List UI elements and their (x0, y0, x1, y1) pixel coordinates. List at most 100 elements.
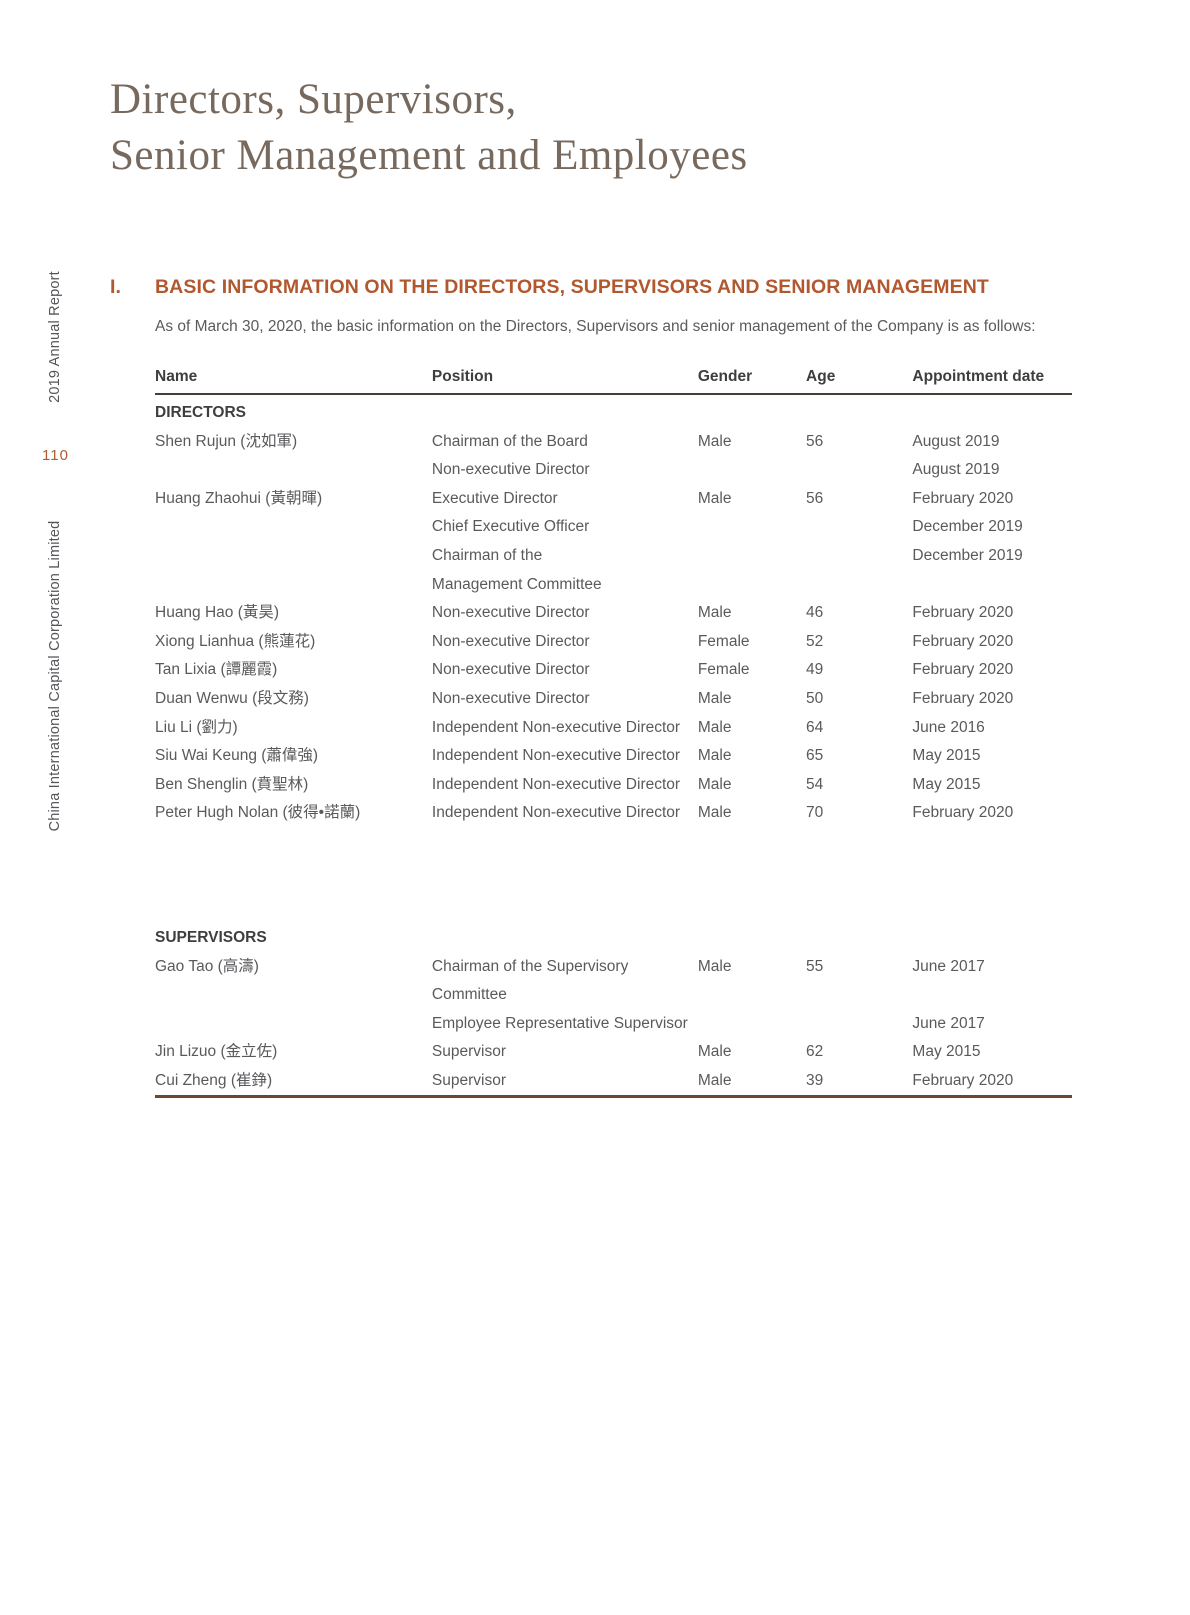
column-header-position: Position (431, 368, 698, 395)
cell-gender: Male (697, 804, 732, 822)
cell-age: 49 (806, 661, 824, 679)
cell-date (912, 981, 1072, 1010)
cell-gender (698, 456, 806, 485)
cell-gender: Male (697, 689, 732, 707)
cell-name (155, 981, 432, 1010)
cell-age (806, 456, 912, 485)
cell-name: Siu Wai Keung (蕭偉強) (155, 747, 319, 765)
cell-gender: Male (697, 604, 732, 622)
cell-age: 65 (806, 747, 824, 765)
cell-date: June 2017 (912, 957, 985, 975)
cell-gender (698, 1010, 806, 1039)
table-row: Siu Wai Keung (蕭偉強) Independent Non-execu… (155, 742, 1072, 771)
cell-name (155, 513, 432, 542)
cell-age: 50 (806, 689, 824, 707)
cell-gender: Male (697, 747, 732, 765)
cell-gender: Male (697, 489, 732, 507)
cell-position: Non-executive Director (431, 661, 590, 679)
cell-position: Independent Non-executive Director (431, 718, 681, 736)
cell-name: Peter Hugh Nolan (彼得•諾蘭) (155, 804, 361, 822)
page-title: Directors, Supervisors, Senior Managemen… (110, 72, 748, 184)
table-row: Gao Tao (高濤) Chairman of the Supervisory M… (155, 953, 1072, 982)
cell-gender (698, 542, 806, 571)
cell-gender: Male (697, 957, 732, 975)
cell-gender: Male (697, 718, 732, 736)
sidebar-annual-report-label: 2019 Annual Report (47, 271, 63, 403)
table-row: Committee (155, 981, 1072, 1010)
cell-date: August 2019 (912, 432, 1000, 450)
cell-gender: Male (697, 432, 732, 450)
cell-age (806, 1010, 912, 1039)
table-row: Jin Lizuo (金立佐) Supervisor Male 62 May 2015 (155, 1038, 1072, 1067)
cell-date: December 2019 (912, 546, 1023, 564)
cell-name: Huang Hao (黃昊) (155, 604, 280, 622)
cell-name: Shen Rujun (沈如軍) (155, 432, 298, 450)
table-row: Non-executive Director August 2019 (155, 456, 1072, 485)
cell-gender: Male (697, 1071, 732, 1089)
cell-name: Jin Lizuo (金立佐) (155, 1043, 278, 1061)
table-row: Peter Hugh Nolan (彼得•諾蘭) Independent Non-… (155, 799, 1072, 828)
cell-age: 62 (806, 1043, 824, 1061)
cell-name (155, 1010, 432, 1039)
page-number: 110 (42, 447, 69, 464)
cell-date: June 2016 (912, 718, 985, 736)
cell-age: 39 (806, 1071, 824, 1089)
cell-gender: Male (697, 775, 732, 793)
cell-age: 52 (806, 632, 824, 650)
cell-name: Liu Li (劉力) (155, 718, 238, 736)
cell-name (155, 571, 432, 600)
table-row: Chief Executive Officer December 2019 (155, 513, 1072, 542)
intro-paragraph: As of March 30, 2020, the basic informat… (155, 318, 1036, 335)
cell-position: Chief Executive Officer (431, 518, 590, 536)
cell-age: 56 (806, 432, 824, 450)
cell-position: Non-executive Director (431, 689, 590, 707)
table-row: Shen Rujun (沈如軍) Chairman of the Board Mal… (155, 428, 1072, 457)
column-header-gender: Gender (697, 368, 807, 395)
cell-gender: Female (697, 632, 750, 650)
cell-name (155, 456, 432, 485)
cell-gender (698, 571, 806, 600)
cell-position: Employee Representative Supervisor (431, 1014, 688, 1032)
cell-date: June 2017 (912, 1014, 985, 1032)
table-row: Ben Shenglin (賁聖林) Independent Non-execut… (155, 771, 1072, 800)
cell-position: Independent Non-executive Director (431, 775, 681, 793)
cell-date: May 2015 (912, 1043, 981, 1061)
cell-date: February 2020 (912, 689, 1014, 707)
cell-position: Chairman of the Supervisory (431, 957, 629, 975)
cell-age: 70 (806, 804, 824, 822)
cell-name: Duan Wenwu (段文務) (155, 689, 309, 707)
cell-date: February 2020 (912, 1071, 1014, 1089)
page-title-line2: Senior Management and Employees (110, 132, 748, 179)
group-spacer (155, 828, 1072, 920)
group-label-supervisors: SUPERVISORS (155, 928, 267, 946)
cell-position: Chairman of the (431, 546, 543, 564)
cell-position: Non-executive Director (431, 461, 590, 479)
cell-gender (698, 513, 806, 542)
basic-information-table: Name Position Gender Age Appointment date DI… (155, 368, 1072, 1099)
cell-date: August 2019 (912, 461, 1000, 479)
cell-date: February 2020 (912, 604, 1014, 622)
cell-age: 55 (806, 957, 824, 975)
cell-name: Huang Zhaohui (黃朝暉) (155, 489, 323, 507)
cell-position: Independent Non-executive Director (431, 747, 681, 765)
cell-position: Non-executive Director (431, 604, 590, 622)
table-row: Cui Zheng (崔錚) Supervisor Male 39 February 2… (155, 1067, 1072, 1097)
cell-gender: Female (697, 661, 750, 679)
cell-position: Independent Non-executive Director (431, 804, 681, 822)
sidebar-company-name: China International Capital Corporation … (47, 520, 63, 832)
cell-name: Cui Zheng (崔錚) (155, 1071, 273, 1089)
cell-date: May 2015 (912, 747, 981, 765)
cell-position: Non-executive Director (431, 632, 590, 650)
table-row: Xiong Lianhua (熊蓮花) Non-executive Directo… (155, 628, 1072, 657)
cell-date: February 2020 (912, 661, 1014, 679)
table-row: Huang Zhaohui (黃朝暉) Executive Director Mal… (155, 485, 1072, 514)
cell-age (806, 513, 912, 542)
cell-name: Tan Lixia (譚麗霞) (155, 661, 278, 679)
page-title-line1: Directors, Supervisors, (110, 76, 517, 123)
cell-gender: Male (697, 1043, 732, 1061)
cell-name: Xiong Lianhua (熊蓮花) (155, 632, 316, 650)
column-header-age: Age (806, 368, 913, 395)
group-label-directors: DIRECTORS (155, 404, 247, 421)
section-heading-text: BASIC INFORMATION ON THE DIRECTORS, SUPE… (155, 276, 989, 298)
column-header-name: Name (155, 368, 432, 395)
